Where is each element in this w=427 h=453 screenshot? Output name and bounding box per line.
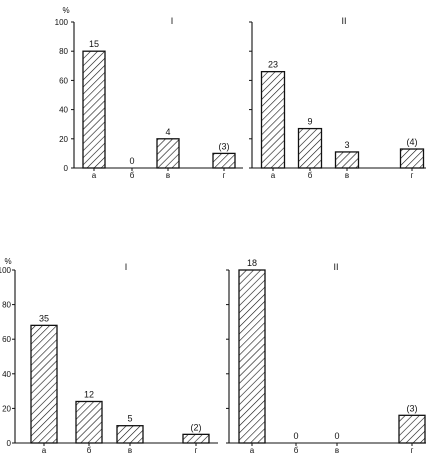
panel-2-data-label: (4): [407, 137, 418, 147]
panel-4-data-label: (3): [407, 403, 418, 413]
panel-4-category-label: г: [411, 446, 414, 453]
panel-3-bar: [30, 324, 58, 444]
panel-2-bar: [399, 148, 425, 169]
panel-3-ytick-label: 60: [2, 335, 11, 344]
panel-4-data-label: 18: [247, 258, 257, 268]
panel-4-title: II: [333, 262, 338, 272]
panel-1-data-label: 4: [165, 127, 170, 137]
panel-2-title: II: [341, 16, 346, 26]
panel-4-data-label: 0: [293, 431, 298, 441]
panel-1-bar: [82, 50, 106, 169]
panel-3-data-label: 12: [84, 389, 94, 399]
panel-3-bar: [116, 425, 144, 444]
panel-2-bar: [260, 70, 286, 169]
panel-3-ytick-label: 0: [7, 439, 12, 448]
panel-1-data-label: 15: [89, 39, 99, 49]
panel-1-ytick-label: 60: [59, 76, 68, 85]
panel-1-bar: [156, 138, 180, 169]
panel-3-ytick-label: 80: [2, 301, 11, 310]
panel-2-category-label: в: [345, 171, 349, 180]
panel-2-category-label: а: [271, 171, 276, 180]
panel-1-category-label: г: [223, 171, 226, 180]
panel-4-category-label: а: [250, 446, 255, 453]
panel-3-ytick-label: 40: [2, 370, 11, 379]
panel-4-category-label: в: [335, 446, 339, 453]
panel-2-data-label: 23: [268, 60, 278, 70]
panel-1-category-label: б: [130, 171, 135, 180]
panel-3-category-label: в: [128, 446, 132, 453]
panel-1-title: I: [171, 16, 174, 26]
panel-1-bar: [212, 152, 236, 169]
panel-1-category-label: а: [92, 171, 97, 180]
panel-3-title: I: [125, 262, 128, 272]
panel-3-unit-label: %: [4, 257, 11, 266]
panel-1-unit-label: %: [62, 6, 69, 15]
panel-3-category-label: г: [195, 446, 198, 453]
panel-2-data-label: 9: [307, 117, 312, 127]
panel-3-category-label: б: [87, 446, 92, 453]
panel-3-bar: [182, 433, 210, 444]
panel-4-data-label: 0: [334, 431, 339, 441]
panel-4-bar: [238, 269, 266, 444]
panel-1-data-label: (3): [219, 141, 230, 151]
panel-3-data-label: (2): [191, 422, 202, 432]
panel-2-data-label: 3: [344, 140, 349, 150]
panel-3-data-label: 5: [127, 414, 132, 424]
panel-3-category-label: а: [42, 446, 47, 453]
panel-3-data-label: 35: [39, 313, 49, 323]
panel-2-category-label: б: [308, 171, 313, 180]
panel-1-ytick-label: 0: [64, 164, 69, 173]
panel-1-ytick-label: 100: [55, 18, 69, 27]
panel-4-category-label: б: [294, 446, 299, 453]
panel-1-ytick-label: 80: [59, 47, 68, 56]
panel-1-ytick-label: 20: [59, 135, 68, 144]
panel-3-bar: [75, 400, 103, 444]
panel-1-category-label: в: [166, 171, 170, 180]
panel-4-bar: [398, 414, 426, 444]
panel-3-ytick-label: 100: [0, 266, 12, 275]
panel-1-ytick-label: 40: [59, 106, 68, 115]
panel-2-bar: [334, 151, 360, 169]
panel-2-bar: [297, 127, 323, 169]
panel-1-data-label: 0: [129, 156, 134, 166]
panel-2-category-label: г: [411, 171, 414, 180]
panel-3-ytick-label: 20: [2, 404, 11, 413]
